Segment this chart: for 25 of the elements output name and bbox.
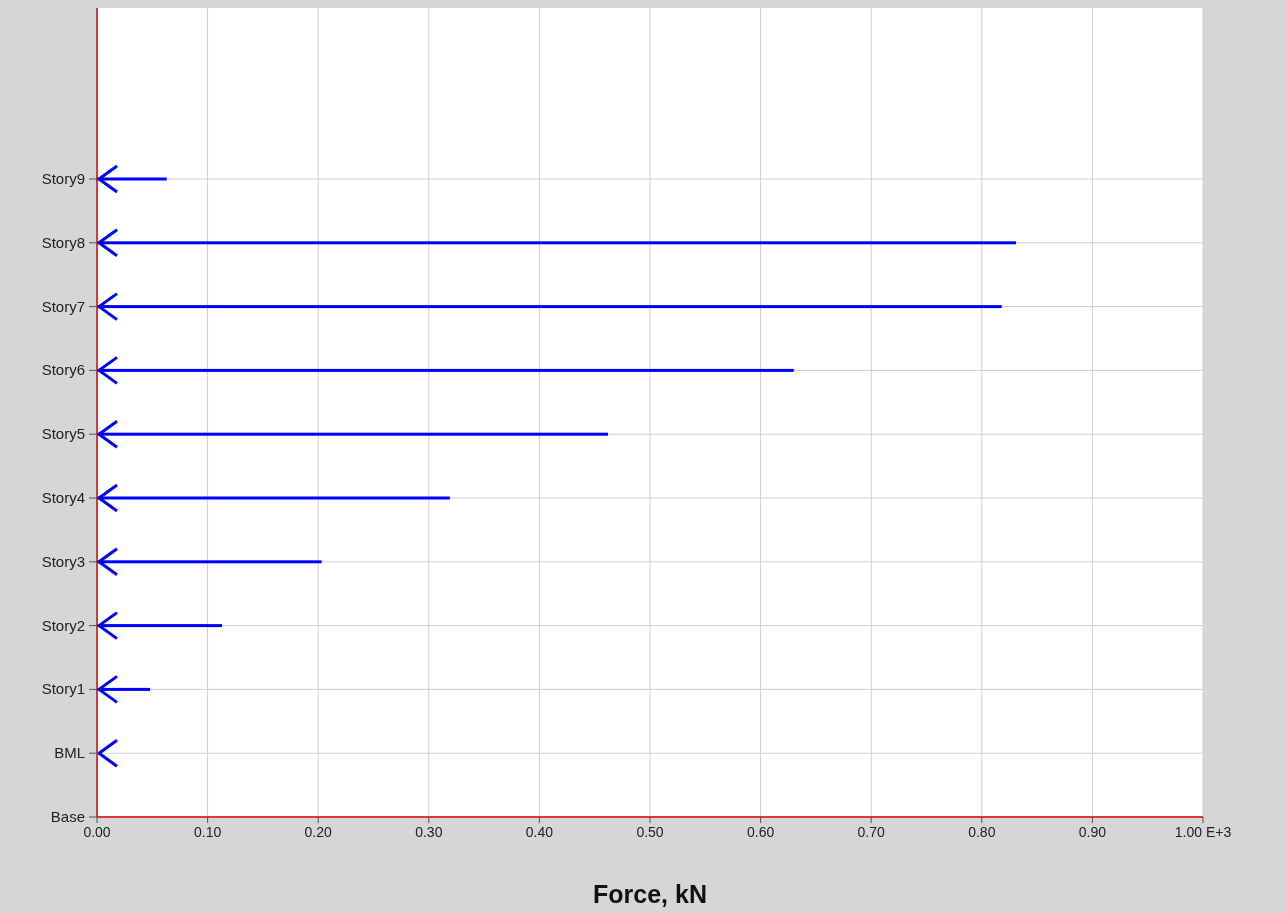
bar bbox=[97, 177, 167, 181]
y-tick-label: Story8 bbox=[41, 233, 85, 251]
y-tick-label: Story6 bbox=[41, 361, 85, 379]
y-tick-label: Story5 bbox=[41, 425, 85, 443]
x-tick-label: 0.60 bbox=[746, 824, 775, 840]
y-tick-label: Base bbox=[50, 808, 85, 825]
y-tick-label: Story1 bbox=[41, 680, 85, 698]
y-tick-label: Story7 bbox=[41, 297, 85, 315]
x-tick-label: 0.30 bbox=[415, 824, 443, 840]
x-axis-title: Force, kN bbox=[593, 880, 707, 908]
x-tick-label: 0.50 bbox=[636, 824, 664, 840]
x-tick-label: 0.00 bbox=[83, 824, 111, 840]
y-tick-label: Story3 bbox=[41, 552, 85, 570]
x-tick-label: 0.20 bbox=[304, 824, 333, 840]
bar bbox=[97, 496, 450, 500]
y-tick-label: BML bbox=[54, 744, 85, 762]
x-tick-label: 0.90 bbox=[1078, 824, 1107, 840]
x-tick-label: 1.00 E+3 bbox=[1174, 824, 1232, 840]
x-tick-label: 0.70 bbox=[857, 824, 886, 840]
y-tick-label: Story4 bbox=[41, 489, 85, 506]
x-tick-label: 0.40 bbox=[525, 824, 554, 840]
x-tick-label: 0.80 bbox=[968, 824, 996, 840]
y-tick-label: Story9 bbox=[41, 170, 85, 187]
y-tick-label: Story2 bbox=[41, 616, 85, 634]
x-tick-label: 0.10 bbox=[193, 824, 222, 840]
